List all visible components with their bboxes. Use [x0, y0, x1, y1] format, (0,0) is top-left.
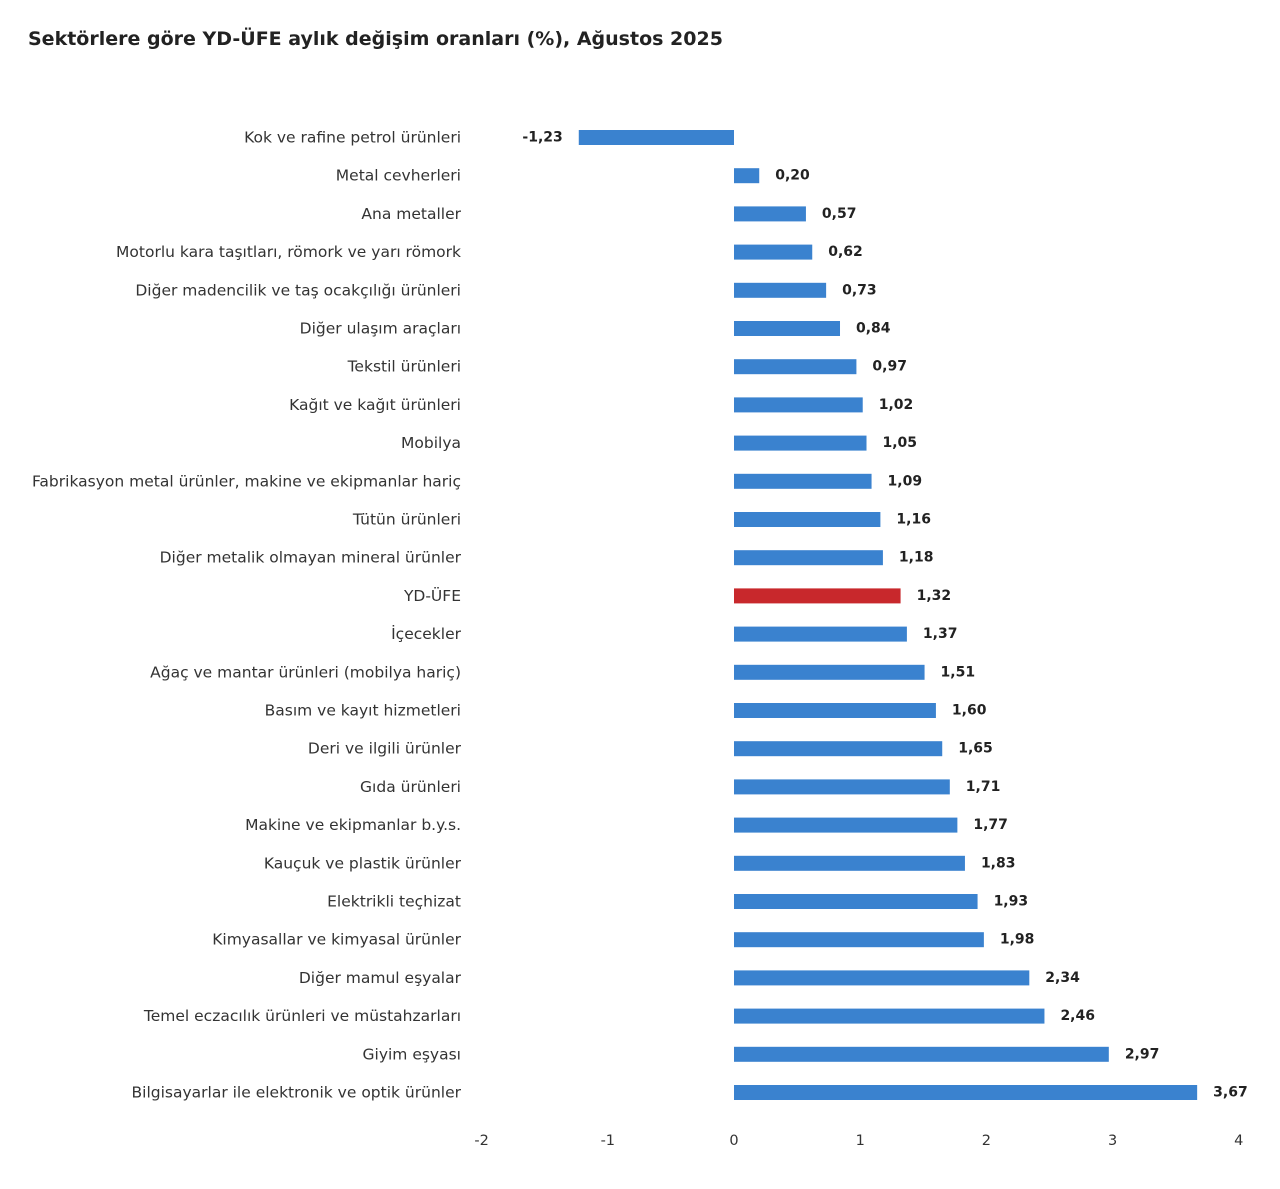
bar-item-15 [734, 703, 936, 718]
value-label-item-4: 0,73 [842, 282, 877, 298]
category-label-item-4: Diğer madencilik ve taş ocakçılığı ürünl… [135, 281, 461, 299]
category-label-item-5: Diğer ulaşım araçları [300, 320, 461, 338]
value-label-item-21: 1,98 [1000, 932, 1035, 948]
category-label-item-1: Metal cevherleri [336, 167, 461, 185]
bars [578, 130, 1198, 1100]
bar-item-9 [734, 473, 872, 489]
value-label-item-24: 2,97 [1125, 1046, 1160, 1062]
bar-item-14 [734, 664, 925, 680]
value-label-item-5: 0,84 [856, 321, 891, 337]
x-tick-label-1: -1 [601, 1133, 615, 1149]
bar-item-6 [734, 359, 857, 375]
category-label-item-23: Temel eczacılık ürünleri ve müstahzarlar… [143, 1007, 461, 1025]
bar-item-22 [734, 970, 1030, 986]
bar-item-1 [734, 168, 760, 184]
bar-item-25 [734, 1085, 1198, 1100]
value-label-item-14: 1,51 [941, 664, 976, 680]
value-label-item-2: 0,57 [822, 206, 857, 222]
category-label-item-19: Kauçuk ve plastik ürünler [264, 854, 462, 872]
bar-item-21 [734, 932, 984, 948]
category-label-item-10: Tütün ürünleri [352, 511, 461, 529]
value-label-item-25: 3,67 [1213, 1085, 1248, 1101]
category-label-item-3: Motorlu kara taşıtları, römork ve yarı r… [116, 243, 461, 261]
category-label-item-18: Makine ve ekipmanlar b.y.s. [245, 816, 461, 834]
category-label-item-20: Elektrikli teçhizat [327, 893, 461, 911]
value-label-item-18: 1,77 [973, 817, 1008, 833]
x-tick-label-4: 2 [982, 1133, 991, 1149]
bar-item-11 [734, 550, 883, 566]
x-tick-label-6: 4 [1234, 1133, 1243, 1149]
value-label-item-8: 1,05 [883, 435, 918, 451]
category-label-item-24: Giyim eşyası [363, 1045, 462, 1063]
bar-item-13 [734, 626, 907, 642]
bar-item-4 [734, 282, 827, 298]
category-label-item-13: İçecekler [391, 624, 462, 643]
category-label-item-25: Bilgisayarlar ile elektronik ve optik ür… [132, 1084, 462, 1102]
category-label-item-2: Ana metaller [361, 205, 461, 223]
category-label-item-11: Diğer metalik olmayan mineral ürünler [160, 549, 462, 567]
value-label-item-3: 0,62 [828, 244, 863, 260]
bar-item-24 [734, 1046, 1109, 1062]
category-label-item-8: Mobilya [401, 434, 461, 452]
bar-item-5 [734, 321, 841, 336]
value-label-item-9: 1,09 [888, 473, 923, 489]
value-label-item-0: -1,23 [522, 130, 562, 146]
value-label-item-15: 1,60 [952, 703, 987, 719]
bar-item-12 [734, 588, 901, 604]
category-label-item-6: Tekstil ürünleri [347, 358, 461, 376]
category-label-item-22: Diğer mamul eşyalar [299, 969, 462, 987]
bar-item-2 [734, 206, 806, 222]
bar-item-7 [734, 397, 863, 413]
category-label-item-7: Kağıt ve kağıt ürünleri [289, 396, 461, 414]
value-label-item-16: 1,65 [958, 741, 993, 757]
bar-item-17 [734, 779, 950, 795]
bar-item-8 [734, 435, 867, 451]
bar-item-18 [734, 817, 958, 833]
category-label-item-9: Fabrikasyon metal ürünler, makine ve eki… [32, 472, 461, 490]
category-label-item-21: Kimyasallar ve kimyasal ürünler [212, 931, 461, 949]
category-label-item-15: Basım ve kayıt hizmetleri [265, 702, 461, 720]
x-tick-label-2: 0 [729, 1133, 738, 1149]
bar-item-19 [734, 855, 965, 871]
value-label-item-10: 1,16 [896, 512, 931, 528]
category-label-item-12: YD-ÜFE [403, 586, 461, 605]
value-label-item-13: 1,37 [923, 626, 958, 642]
bar-item-0 [578, 130, 734, 145]
value-label-item-22: 2,34 [1045, 970, 1080, 986]
category-label-item-14: Ağaç ve mantar ürünleri (mobilya hariç) [150, 663, 461, 681]
x-tick-label-0: -2 [474, 1133, 488, 1149]
value-label-item-11: 1,18 [899, 550, 934, 566]
x-tick-label-3: 1 [856, 1133, 865, 1149]
value-label-item-7: 1,02 [879, 397, 914, 413]
value-labels: -1,23 0,20 0,57 0,62 0,73 0,84 0,97 1,02 1,05 1,0… [522, 130, 1247, 1101]
bar-item-20 [734, 894, 978, 909]
bar-item-10 [734, 512, 881, 527]
category-label-item-16: Deri ve ilgili ürünler [308, 740, 462, 758]
value-label-item-20: 1,93 [994, 894, 1029, 910]
bar-item-23 [734, 1008, 1045, 1024]
bar-item-3 [734, 244, 813, 260]
bar-item-16 [734, 741, 943, 757]
category-labels: Kok ve rafine petrol ürünleri Metal cevhe… [32, 129, 462, 1102]
category-label-item-0: Kok ve rafine petrol ürünleri [244, 129, 461, 147]
value-label-item-23: 2,46 [1060, 1008, 1095, 1024]
x-tick-label-5: 3 [1108, 1133, 1117, 1149]
category-label-item-17: Gıda ürünleri [360, 778, 461, 796]
value-label-item-19: 1,83 [981, 855, 1016, 871]
value-label-item-12: 1,32 [917, 588, 952, 604]
x-axis-ticks: -2 -1 0 1 2 3 4 [474, 1133, 1243, 1149]
chart-title: Sektörlere göre YD-ÜFE aylık değişim ora… [28, 28, 723, 50]
value-label-item-1: 0,20 [775, 168, 810, 184]
value-label-item-17: 1,71 [966, 779, 1001, 795]
value-label-item-6: 0,97 [872, 359, 907, 375]
